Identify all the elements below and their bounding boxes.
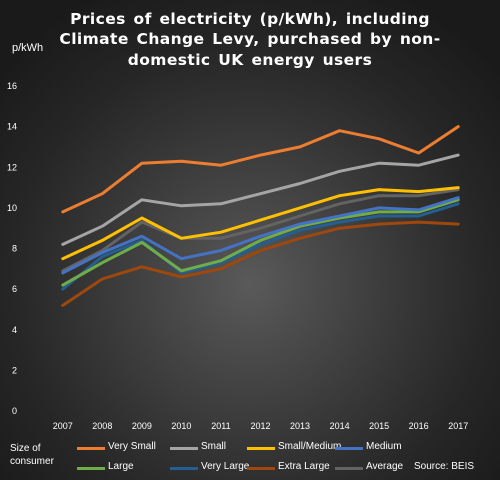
legend-label: Extra Large	[278, 461, 330, 472]
series-line-extra-large	[61, 220, 460, 307]
y-tick-label: 14	[7, 122, 17, 132]
x-tick-label: 2011	[211, 421, 230, 431]
y-tick-label: 2	[12, 365, 17, 375]
source-note: Source: BEIS	[414, 461, 475, 472]
series-layer	[61, 125, 460, 307]
x-tick-label: 2014	[330, 421, 350, 431]
legend-swatch	[247, 447, 275, 450]
series-line-small-medium	[61, 186, 460, 261]
x-tick-label: 2010	[171, 421, 191, 431]
x-tick-label: 2013	[290, 421, 310, 431]
axis-layer: 0 2 4 6 8 10 12 14 16 2007 2008 2009 2010 2011 2012 201…	[7, 81, 468, 431]
legend-swatch	[335, 467, 363, 470]
legend-label: Average	[366, 461, 404, 472]
series-line-average	[61, 188, 460, 273]
series-line-very-small	[61, 125, 460, 214]
x-tick-label: 2009	[132, 421, 152, 431]
x-tick-label: 2012	[250, 421, 270, 431]
legend-swatch	[170, 467, 198, 470]
y-tick-label: 6	[12, 284, 17, 294]
series-line-very-large	[61, 202, 460, 291]
chart-title-line-2: Climate Change Levy, purchased by non-	[59, 30, 441, 48]
x-tick-label: 2015	[369, 421, 389, 431]
legend-label: Very Large	[201, 461, 250, 472]
y-tick-label: 8	[12, 244, 17, 254]
chart-title-line-1: Prices of electricity (p/kWh), including	[70, 10, 430, 28]
y-tick-label: 0	[12, 406, 17, 416]
x-tick-label: 2016	[409, 421, 429, 431]
legend-label: Small/Medium	[278, 441, 342, 452]
legend-swatch	[335, 447, 363, 450]
x-tick-label: 2007	[53, 421, 73, 431]
legend-label: Very Small	[108, 441, 156, 452]
legend-swatch	[77, 467, 105, 470]
x-tick-label: 2017	[448, 421, 468, 431]
legend-label: Small	[201, 441, 227, 452]
series-line-small	[61, 153, 460, 246]
series-line-large	[61, 198, 460, 287]
legend-label: Medium	[366, 441, 402, 452]
legend-title: Size of consumer	[10, 443, 54, 467]
y-tick-label: 12	[7, 162, 17, 172]
chart-title-line-3: domestic UK energy users	[127, 51, 373, 69]
x-tick-label: 2008	[92, 421, 112, 431]
legend-label: Large	[108, 461, 134, 472]
y-axis-label: p/kWh	[12, 42, 44, 54]
y-tick-label: 16	[7, 81, 17, 91]
y-tick-label: 10	[7, 203, 17, 213]
legend-swatch	[170, 447, 198, 450]
series-line-medium	[61, 196, 460, 275]
legend-swatch	[247, 467, 275, 470]
legend-swatch	[77, 447, 105, 450]
y-tick-label: 4	[12, 325, 17, 335]
